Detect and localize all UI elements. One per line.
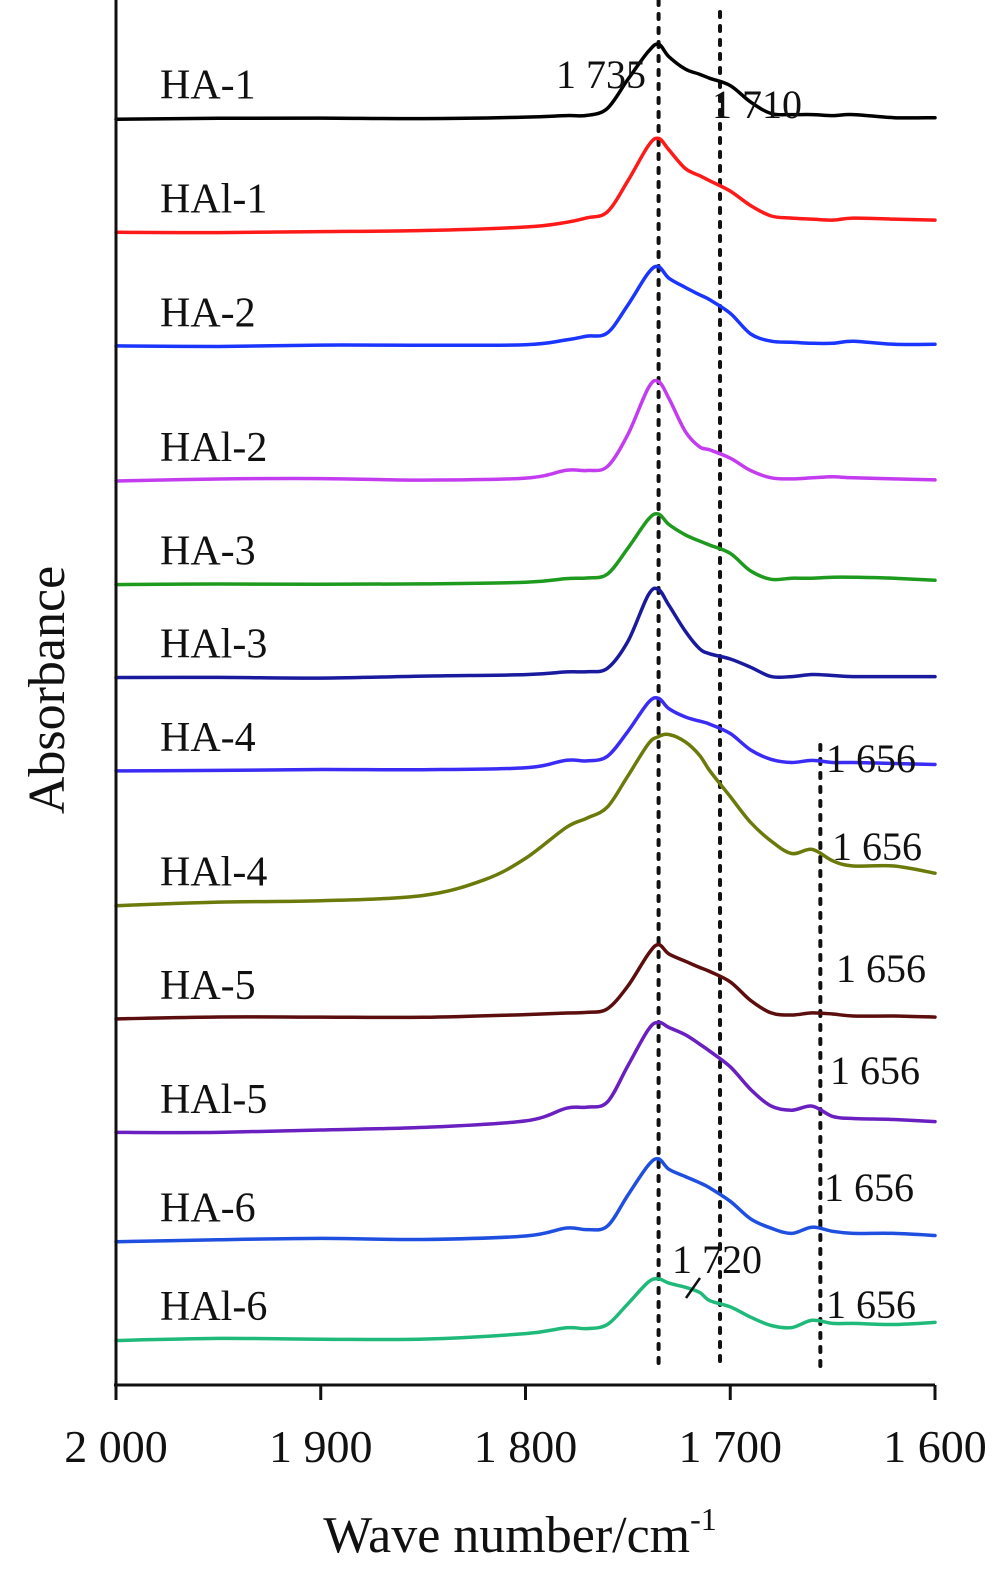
series-line-ha-1 — [114, 42, 937, 121]
peak-annotations: 1 735 1 710 1 720 1 656 1 656 1 656 1 656 1 656… — [556, 52, 926, 1327]
annotation-1656-4: 1 656 — [832, 824, 922, 869]
series-label-hal-6: HAl-6 — [160, 1284, 267, 1330]
annotation-1656-8: 1 656 — [826, 1282, 916, 1327]
series-label-hal-5: HAl-5 — [160, 1077, 267, 1123]
series-label-hal-3: HAl-3 — [160, 622, 267, 668]
x-axis-title-text: Wave number/cm — [323, 1507, 690, 1564]
series-line-hal-1 — [114, 136, 937, 235]
series-label-hal-1: HAl-1 — [160, 177, 267, 223]
series-label-ha-5: HA-5 — [160, 963, 256, 1009]
x-tick-label-1700: 1 700 — [679, 1421, 783, 1472]
axes: 2 000 1 900 1 800 1 700 1 600 Absorbance Wav… — [19, 0, 987, 1564]
annotation-1656-6: 1 656 — [830, 1048, 920, 1093]
series-label-ha-3: HA-3 — [160, 529, 256, 575]
annotation-1735-0: 1 735 — [556, 52, 646, 97]
series-label-ha-4: HA-4 — [160, 715, 256, 761]
x-axis-title-superscript: -1 — [690, 1501, 717, 1537]
series-label-hal-4: HAl-4 — [160, 849, 267, 895]
series-line-ha-3 — [114, 511, 937, 587]
x-tick-label-1900: 1 900 — [269, 1421, 373, 1472]
series-curves — [114, 42, 937, 1343]
series-line-hal-3 — [114, 586, 937, 680]
y-axis-title: Absorbance — [19, 566, 76, 814]
x-ticks: 2 000 1 900 1 800 1 700 1 600 — [64, 1385, 987, 1472]
series-line-ha-6 — [114, 1156, 937, 1244]
annotation-1656-7: 1 656 — [824, 1165, 914, 1210]
series-label-ha-2: HA-2 — [160, 290, 256, 336]
x-tick-label-2000: 2 000 — [64, 1421, 168, 1472]
series-line-ha-4 — [114, 695, 937, 773]
series-line-hal-2 — [114, 378, 937, 483]
reference-lines — [656, 0, 823, 1370]
x-tick-label-1600: 1 600 — [883, 1421, 987, 1472]
annotation-1720-2: 1 720 — [672, 1237, 762, 1282]
annotation-1656-5: 1 656 — [836, 946, 926, 991]
series-line-hal-4 — [114, 732, 937, 908]
annotation-1710-1: 1 710 — [712, 82, 802, 127]
series-labels: HA-1 HAl-1 HA-2 HAl-2 HA-3 HAl-3 HA-4 HAl-4 HA-5… — [160, 63, 267, 1330]
series-line-hal-6 — [114, 1277, 937, 1343]
x-tick-label-1800: 1 800 — [474, 1421, 578, 1472]
series-line-ha-2 — [114, 264, 937, 349]
annotation-1656-3: 1 656 — [826, 736, 916, 781]
x-axis-title: Wave number/cm-1 — [323, 1501, 717, 1564]
series-line-hal-5 — [114, 1020, 937, 1135]
annotation-1720-leader — [684, 1277, 702, 1299]
series-label-hal-2: HAl-2 — [160, 425, 267, 471]
series-label-ha-1: HA-1 — [160, 63, 256, 109]
series-line-ha-5 — [114, 942, 937, 1021]
series-label-ha-6: HA-6 — [160, 1186, 256, 1232]
